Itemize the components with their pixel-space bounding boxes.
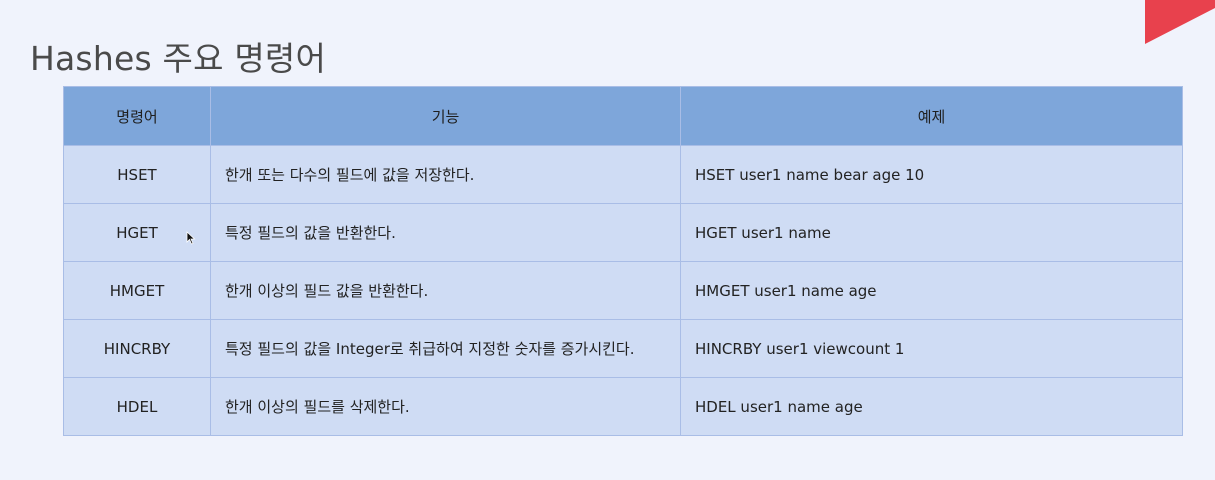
example-cell: HDEL user1 name age (680, 377, 1183, 436)
corner-accent-shape (1145, 0, 1215, 44)
function-cell: 특정 필드의 값을 반환한다. (210, 203, 681, 262)
table-row: HSET 한개 또는 다수의 필드에 값을 저장한다. HSET user1 n… (63, 145, 1183, 204)
table-header-row: 명령어 기능 예제 (63, 86, 1183, 146)
command-cell: HINCRBY (63, 319, 211, 378)
function-cell: 특정 필드의 값을 Integer로 취급하여 지정한 숫자를 증가시킨다. (210, 319, 681, 378)
command-cell: HSET (63, 145, 211, 204)
command-cell: HDEL (63, 377, 211, 436)
function-cell: 한개 이상의 필드를 삭제한다. (210, 377, 681, 436)
command-cell: HMGET (63, 261, 211, 320)
example-cell: HSET user1 name bear age 10 (680, 145, 1183, 204)
slide-title: Hashes 주요 명령어 (30, 39, 327, 79)
table-row: HDEL 한개 이상의 필드를 삭제한다. HDEL user1 name ag… (63, 377, 1183, 436)
header-example: 예제 (680, 86, 1183, 146)
table-row: HMGET 한개 이상의 필드 값을 반환한다. HMGET user1 nam… (63, 261, 1183, 320)
example-cell: HGET user1 name (680, 203, 1183, 262)
mouse-cursor-icon (186, 231, 196, 245)
command-cell: HGET (63, 203, 211, 262)
table-row: HINCRBY 특정 필드의 값을 Integer로 취급하여 지정한 숫자를 … (63, 319, 1183, 378)
commands-table: 명령어 기능 예제 HSET 한개 또는 다수의 필드에 값을 저장한다. HS… (63, 86, 1183, 436)
function-cell: 한개 이상의 필드 값을 반환한다. (210, 261, 681, 320)
example-cell: HMGET user1 name age (680, 261, 1183, 320)
header-function: 기능 (210, 86, 681, 146)
table-row: HGET 특정 필드의 값을 반환한다. HGET user1 name (63, 203, 1183, 262)
function-cell: 한개 또는 다수의 필드에 값을 저장한다. (210, 145, 681, 204)
example-cell: HINCRBY user1 viewcount 1 (680, 319, 1183, 378)
header-command: 명령어 (63, 86, 211, 146)
